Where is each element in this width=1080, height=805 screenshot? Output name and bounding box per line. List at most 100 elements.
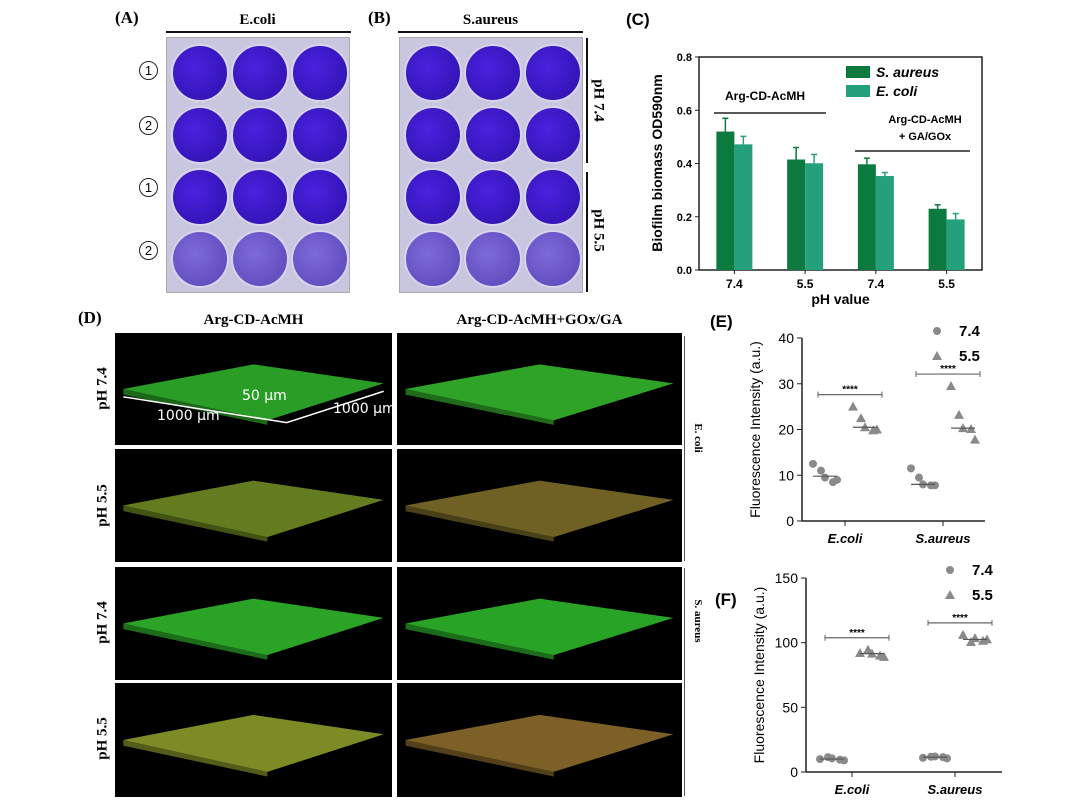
x-tick-label: 5.5 <box>938 277 955 291</box>
s-aureus-bracket <box>684 568 685 796</box>
biofilm-layer <box>405 714 674 772</box>
legend-label: 7.4 <box>972 562 994 579</box>
x-tick-label: S.aureus <box>928 782 983 797</box>
well <box>404 106 462 164</box>
ph55-bracket <box>586 172 588 292</box>
y-tick-label: 0 <box>786 513 794 529</box>
legend-label: S. aureus <box>876 64 939 80</box>
well <box>464 230 522 288</box>
legend-label: 5.5 <box>972 587 993 604</box>
legend-marker-triangle <box>932 351 942 360</box>
biofilm-edge <box>405 623 554 660</box>
bar-s-aureus <box>857 164 876 270</box>
significance-label: **** <box>842 385 858 396</box>
y-tick-label: 150 <box>775 570 799 586</box>
bar-s-aureus <box>928 208 947 270</box>
data-point-ph5.5 <box>856 413 866 423</box>
well <box>171 106 229 164</box>
row-label: pH 7.4 <box>94 367 111 410</box>
well <box>524 106 582 164</box>
data-point-ph7.4 <box>817 466 825 475</box>
biofilm-layer <box>123 714 384 772</box>
row-label: pH 7.4 <box>94 601 111 644</box>
well <box>464 168 522 226</box>
legend-label: 5.5 <box>959 348 980 365</box>
biofilm-edge <box>123 623 268 660</box>
well <box>171 44 229 102</box>
data-point-ph7.4 <box>821 473 829 482</box>
biofilm-edge <box>123 740 268 777</box>
well <box>291 106 349 164</box>
ph74-bracket <box>586 38 588 163</box>
group-annotation: Arg-CD-AcMH <box>725 89 805 103</box>
confocal-image <box>397 449 682 562</box>
well <box>171 168 229 226</box>
data-point-ph7.4 <box>809 459 817 468</box>
bar-e-coli <box>805 163 824 270</box>
confocal-image <box>115 567 392 680</box>
y-tick-label: 0.6 <box>677 105 692 117</box>
significance-label: **** <box>952 613 968 624</box>
y-tick-label: 20 <box>778 422 794 438</box>
well <box>171 230 229 288</box>
panel-d-label: (D) <box>78 308 102 327</box>
confocal-image <box>115 333 392 445</box>
biofilm-edge <box>123 505 268 542</box>
data-point-ph7.4 <box>919 753 927 762</box>
well <box>404 230 462 288</box>
data-point-ph7.4 <box>943 754 951 763</box>
data-point-ph5.5 <box>970 434 980 444</box>
legend-swatch <box>846 85 870 97</box>
legend-label: 7.4 <box>959 323 981 340</box>
row-label: pH 5.5 <box>94 484 111 527</box>
scale-width: 1000 μm <box>157 408 220 424</box>
y-tick-label: 30 <box>778 376 794 392</box>
data-point-ph5.5 <box>848 401 858 411</box>
row-marker: 1 <box>139 178 158 197</box>
confocal-image <box>397 683 682 797</box>
biofilm-edge <box>405 740 554 777</box>
biofilm-layer <box>123 480 384 538</box>
well <box>231 44 289 102</box>
y-tick-label: 10 <box>778 467 794 483</box>
x-tick-label: 7.4 <box>726 277 743 291</box>
bar-s-aureus <box>787 159 806 270</box>
well <box>231 168 289 226</box>
biofilm-layer <box>405 364 674 421</box>
row-marker: 1 <box>139 61 158 80</box>
x-tick-label: S.aureus <box>916 531 971 546</box>
bar-e-coli <box>946 219 965 270</box>
ph74-label: pH 7.4 <box>590 79 607 122</box>
data-point-ph7.4 <box>828 754 836 763</box>
well-plate-s-aureus <box>399 37 583 293</box>
legend-swatch <box>846 66 870 78</box>
row-label: pH 5.5 <box>94 717 111 760</box>
data-point-ph5.5 <box>872 424 882 434</box>
legend-label: E. coli <box>876 83 918 99</box>
column-title: Arg-CD-AcMH+GOx/GA <box>456 312 623 328</box>
well <box>524 44 582 102</box>
well <box>404 44 462 102</box>
data-point-ph5.5 <box>946 381 956 391</box>
ph55-label: pH 5.5 <box>590 209 607 252</box>
data-point-ph5.5 <box>954 409 964 419</box>
biofilm-edge <box>405 389 554 425</box>
legend-marker-circle <box>946 566 954 574</box>
confocal-image <box>397 567 682 680</box>
column-title: Arg-CD-AcMH <box>203 312 304 328</box>
well-plate-e-coli <box>166 37 350 293</box>
data-point-ph7.4 <box>931 481 939 490</box>
biofilm-layer <box>123 364 384 421</box>
legend-marker-circle <box>933 327 941 335</box>
chart-e-fluorescence: 0 10 20 30 40 E.coli **** S.aureus **** 7.4 5.5 Flu… <box>710 312 985 546</box>
confocal-image <box>115 683 392 797</box>
significance-label: **** <box>940 364 956 375</box>
x-axis-label: pH value <box>811 291 870 307</box>
row-marker: 2 <box>139 241 158 260</box>
y-tick-label: 100 <box>775 635 799 651</box>
y-tick-label: 0 <box>790 764 798 780</box>
row-marker: 2 <box>139 116 158 135</box>
well <box>464 106 522 164</box>
data-point-ph5.5 <box>855 648 865 658</box>
biofilm-layer <box>405 598 674 656</box>
